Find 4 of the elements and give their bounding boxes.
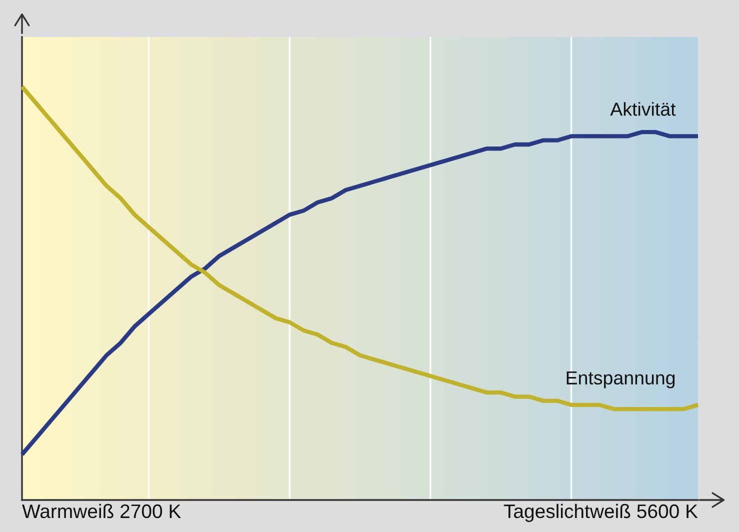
series-label: Aktivität <box>610 102 676 116</box>
series-label: Entspannung <box>566 371 675 388</box>
text: Tageslichtweiß 5600 K <box>504 504 698 522</box>
text: Warmweiß 2700 K <box>22 504 181 518</box>
